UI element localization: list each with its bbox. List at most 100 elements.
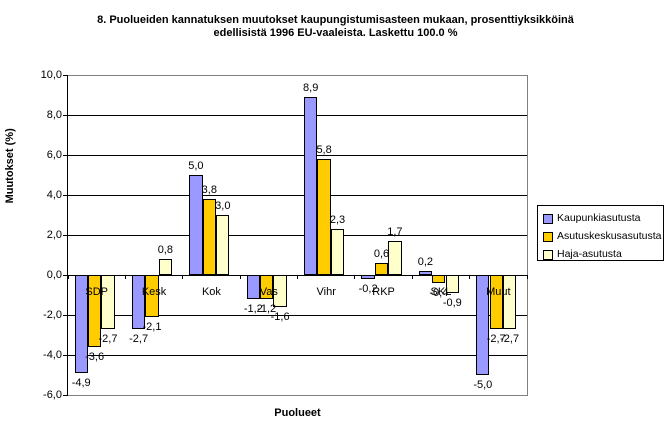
legend-label: Asutuskeskusasutusta — [557, 230, 662, 242]
value-label: 5,8 — [316, 144, 332, 156]
bar-skl-haja-asutusta — [445, 275, 459, 293]
y-tick-label: 10,0 — [40, 69, 62, 81]
legend-label: Haja-asutusta — [557, 248, 622, 260]
category-tick-mark — [239, 275, 241, 279]
category-tick-mark — [411, 275, 413, 279]
value-label: 1,7 — [387, 226, 403, 238]
bar-rkp-haja-asutusta — [388, 241, 402, 275]
plot-border — [68, 394, 527, 396]
legend-item: Kaupunkiasutusta — [543, 210, 640, 227]
bar-sdp-kaupunkiasutusta — [74, 275, 88, 373]
bar-rkp-kaupunkiasutusta — [361, 275, 375, 279]
value-label: 3,8 — [201, 184, 217, 196]
category-label: RKP — [372, 286, 395, 298]
bar-sdp-asutuskeskusasutusta — [87, 275, 102, 347]
bar-skl-kaupunkiasutusta — [418, 271, 433, 275]
plot-border-right — [527, 75, 528, 396]
y-tick-label: 4,0 — [46, 189, 62, 201]
bar-muut-asutuskeskusasutusta — [489, 275, 503, 329]
category-label: Vas — [259, 286, 278, 298]
value-label: 8,9 — [303, 82, 319, 94]
legend-swatch-icon — [543, 213, 553, 224]
value-label: 2,3 — [329, 214, 346, 226]
value-label: 3,0 — [215, 200, 231, 212]
value-label: -2,1 — [142, 321, 162, 333]
value-label: -4,9 — [71, 377, 91, 389]
value-label: -2,7 — [129, 333, 149, 345]
gridline — [68, 314, 527, 316]
y-tick-mark — [63, 234, 68, 236]
y-tick-label: -2,0 — [43, 309, 62, 321]
bar-kesk-asutuskeskusasutusta — [145, 275, 159, 317]
bar-muut-haja-asutusta — [502, 275, 517, 329]
gridline — [68, 194, 527, 196]
value-label: -2,7 — [98, 333, 118, 345]
y-axis-line — [67, 75, 68, 395]
legend-item: Asutuskeskusasutusta — [543, 228, 661, 245]
chart-title-line2: edellisistä 1996 EU-vaaleista. Laskettu … — [213, 27, 458, 39]
legend-label: Kaupunkiasutusta — [557, 212, 641, 224]
y-tick-label: 0,0 — [46, 269, 62, 281]
bar-vas-haja-asutusta — [273, 275, 287, 307]
legend-swatch-icon — [543, 249, 553, 260]
category-tick-mark — [469, 275, 471, 279]
category-tick-mark — [124, 275, 126, 279]
value-label: -2,7 — [486, 333, 506, 345]
chart-title-line1: 8. Puolueiden kannatuksen muutokset kaup… — [97, 14, 574, 26]
category-tick-mark — [67, 275, 69, 279]
category-label: Vihr — [316, 286, 336, 298]
y-tick-label: -4,0 — [43, 349, 62, 361]
value-label: -0,9 — [442, 297, 462, 309]
y-tick-label: -6,0 — [43, 389, 62, 401]
x-axis-title: Puolueet — [274, 407, 321, 419]
bar-vihr-asutuskeskusasutusta — [317, 159, 331, 275]
bar-vihr-kaupunkiasutusta — [304, 97, 318, 275]
y-tick-mark — [63, 194, 68, 196]
gridline — [68, 114, 527, 116]
y-tick-mark — [63, 154, 68, 156]
category-label: Muut — [486, 286, 511, 298]
y-tick-label: 8,0 — [46, 109, 62, 121]
y-tick-mark — [63, 114, 68, 116]
value-label: -1,2 — [257, 303, 277, 315]
bar-kesk-kaupunkiasutusta — [131, 275, 146, 329]
bar-sdp-haja-asutusta — [101, 275, 115, 329]
value-label: -2,7 — [500, 333, 520, 345]
y-tick-mark — [63, 394, 68, 396]
bar-rkp-asutuskeskusasutusta — [374, 263, 389, 275]
gridline — [68, 154, 527, 156]
legend: Kaupunkiasutusta Asutuskeskusasutusta Haja… — [537, 205, 664, 261]
category-tick-mark — [182, 275, 184, 279]
y-tick-mark — [63, 314, 68, 316]
category-tick-mark — [526, 275, 528, 279]
legend-swatch-icon — [543, 231, 553, 242]
legend-item: Haja-asutusta — [543, 246, 622, 263]
value-label: -1,2 — [243, 303, 263, 315]
plot-border — [68, 74, 527, 76]
category-label: SDP — [85, 286, 108, 298]
category-label: Kok — [201, 286, 221, 298]
value-label: -1,6 — [270, 311, 290, 323]
bar-kesk-haja-asutusta — [158, 259, 173, 275]
value-label: 5,0 — [188, 160, 204, 172]
y-tick-mark — [63, 354, 68, 356]
category-tick-mark — [354, 275, 356, 279]
bar-vas-kaupunkiasutusta — [246, 275, 260, 299]
category-label: Kesk — [141, 286, 167, 298]
gridline — [68, 354, 527, 356]
bar-skl-asutuskeskusasutusta — [432, 275, 446, 283]
bar-kok-haja-asutusta — [216, 215, 230, 275]
category-label: SKL — [430, 286, 452, 298]
value-label: 0,2 — [417, 256, 434, 268]
value-label: -0,4 — [429, 287, 449, 299]
bar-vas-asutuskeskusasutusta — [260, 275, 274, 299]
bar-kok-asutuskeskusasutusta — [202, 199, 217, 275]
y-tick-label: 6,0 — [46, 149, 62, 161]
value-label: -0,2 — [358, 283, 378, 295]
category-tick-mark — [297, 275, 298, 279]
y-tick-mark — [63, 74, 68, 76]
value-label: -3,6 — [85, 351, 105, 363]
bar-vihr-haja-asutusta — [330, 229, 345, 275]
value-label: 0,6 — [373, 248, 390, 260]
